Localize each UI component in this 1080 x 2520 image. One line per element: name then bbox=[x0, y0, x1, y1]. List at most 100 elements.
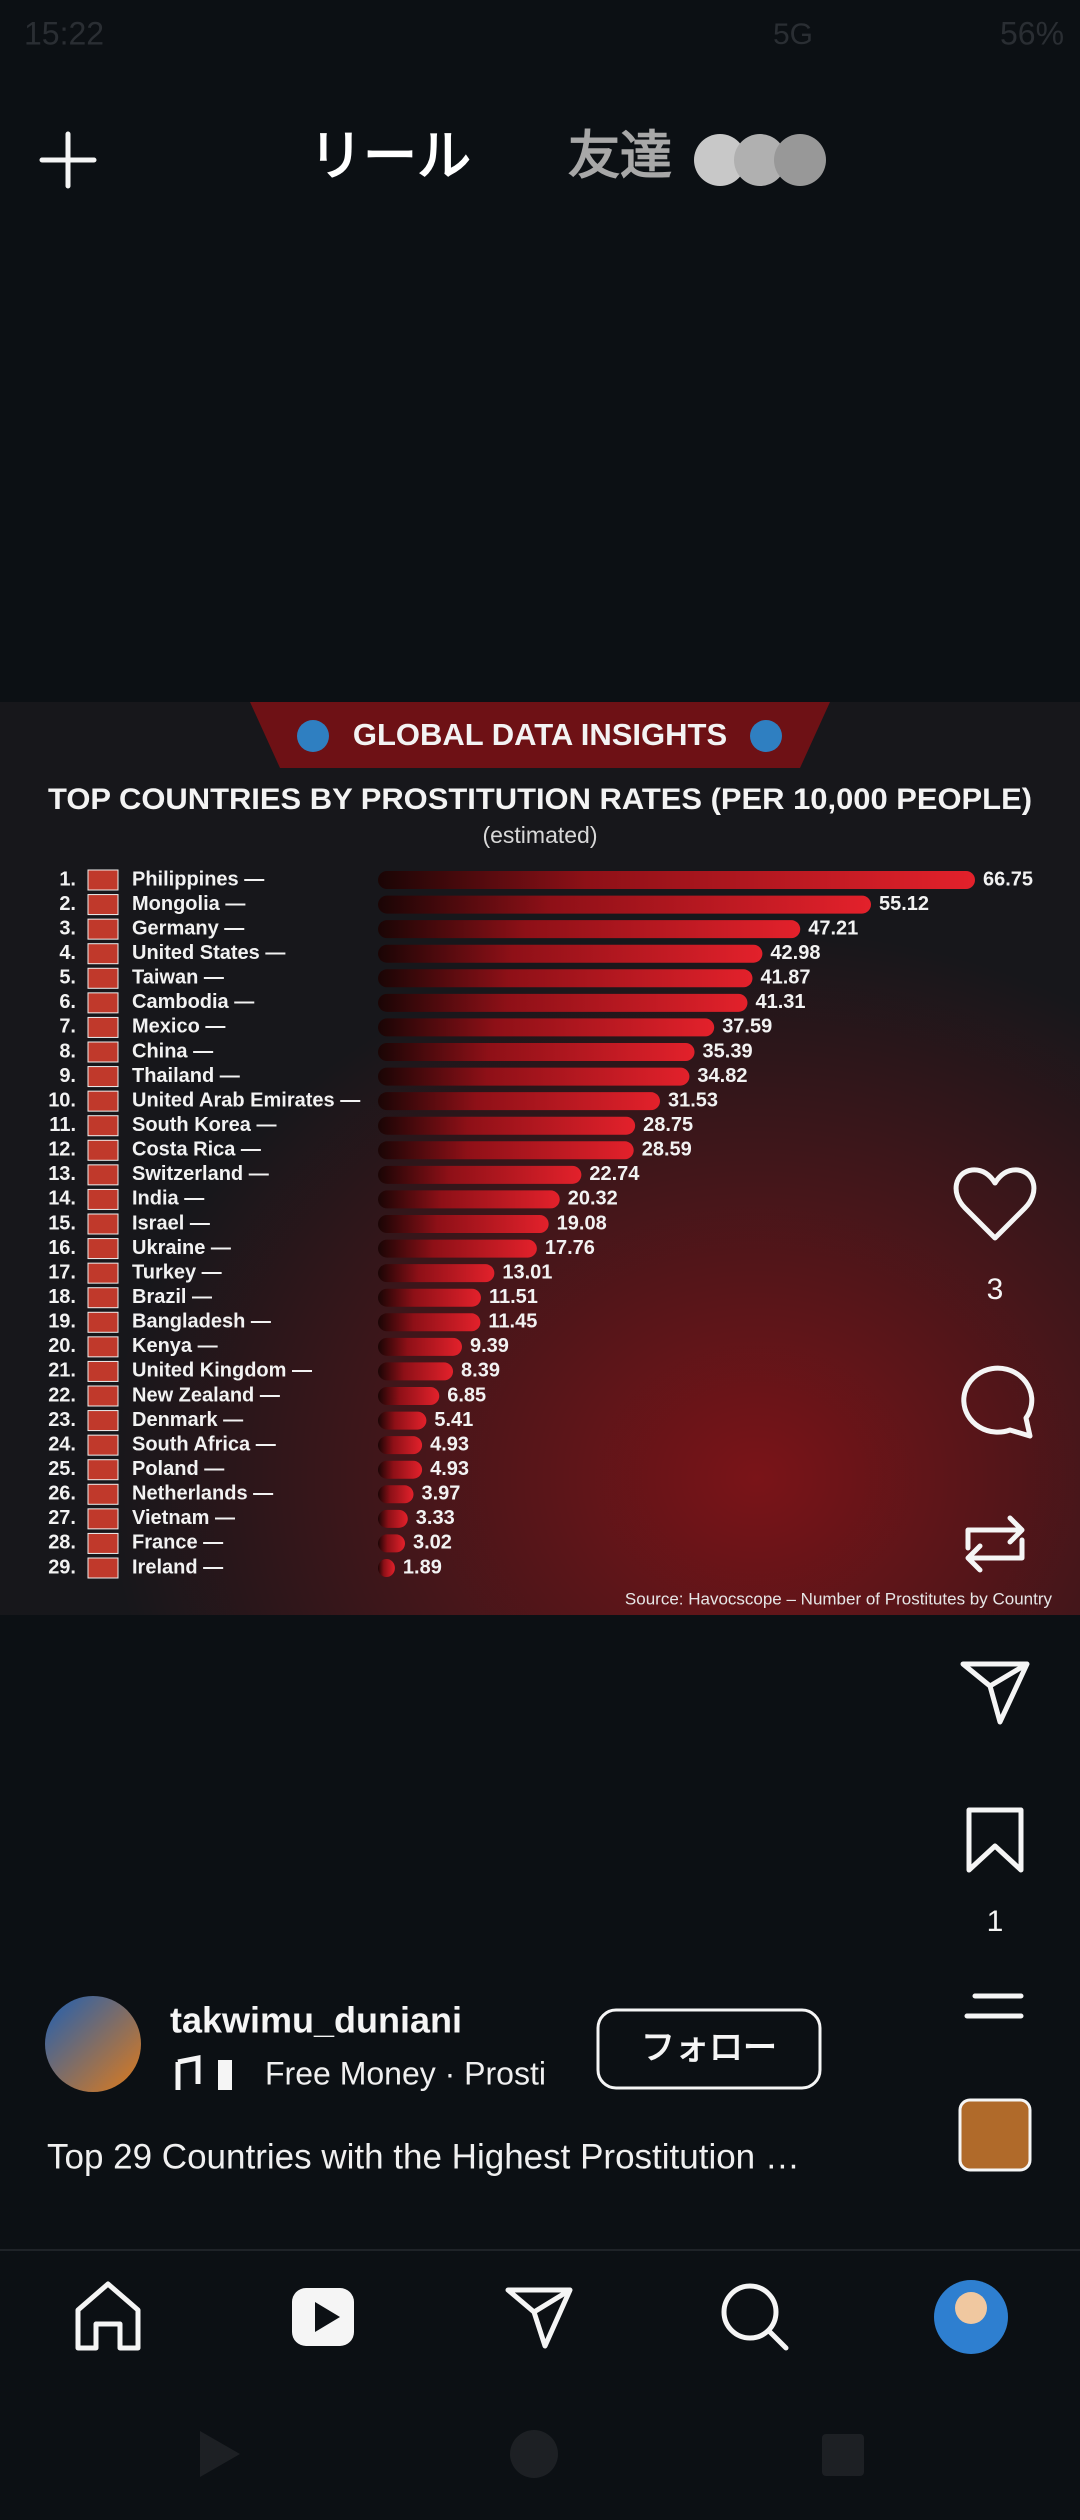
user-avatar[interactable] bbox=[45, 1996, 141, 2092]
bar bbox=[378, 1337, 462, 1356]
android-recents[interactable] bbox=[822, 2434, 864, 2476]
username[interactable]: takwimu_duniani bbox=[170, 2000, 462, 2041]
flag bbox=[87, 918, 119, 940]
flag bbox=[87, 894, 119, 916]
flag bbox=[87, 1262, 119, 1284]
rank: 24. bbox=[48, 1433, 76, 1455]
value-label: 41.87 bbox=[760, 967, 810, 989]
flag bbox=[87, 1385, 119, 1407]
bar bbox=[378, 1239, 537, 1258]
friend-avatars bbox=[694, 134, 826, 186]
value-label: 13.01 bbox=[502, 1261, 552, 1283]
flag bbox=[87, 869, 119, 891]
bar bbox=[378, 1215, 549, 1233]
country: Taiwan — bbox=[132, 967, 224, 989]
bar bbox=[378, 1092, 660, 1111]
share-button[interactable] bbox=[960, 1661, 1030, 1725]
rank: 6. bbox=[59, 991, 76, 1013]
repost-button[interactable] bbox=[965, 1515, 1025, 1573]
globe-icon bbox=[750, 720, 782, 752]
like-button[interactable] bbox=[953, 1167, 1037, 1241]
country: Israel — bbox=[132, 1212, 210, 1234]
rank: 23. bbox=[48, 1409, 76, 1431]
create-button[interactable] bbox=[39, 131, 97, 189]
rank: 20. bbox=[48, 1335, 76, 1357]
comment-button[interactable] bbox=[961, 1365, 1035, 1439]
country: Bangladesh — bbox=[132, 1311, 271, 1333]
rank: 9. bbox=[59, 1065, 76, 1087]
tab-friends[interactable]: 友達 bbox=[568, 128, 672, 186]
follow-button[interactable] bbox=[596, 2008, 822, 2090]
android-back[interactable] bbox=[200, 2431, 240, 2477]
country: Germany — bbox=[132, 917, 244, 939]
bar bbox=[378, 1067, 690, 1086]
value-label: 11.45 bbox=[488, 1311, 537, 1333]
value-label: 20.32 bbox=[568, 1188, 618, 1210]
flag bbox=[87, 1483, 119, 1505]
bar bbox=[378, 1411, 427, 1430]
bookmark-icon bbox=[966, 1807, 1024, 1873]
chart-source: Source: Havocscope – Number of Prostitut… bbox=[625, 1589, 1053, 1608]
flag bbox=[87, 1459, 119, 1481]
flag bbox=[87, 1164, 119, 1186]
country: United Kingdom — bbox=[132, 1360, 312, 1382]
country: South Africa — bbox=[132, 1433, 276, 1455]
nav-home[interactable] bbox=[75, 2281, 141, 2351]
comment-icon bbox=[961, 1365, 1035, 1439]
tab-reels[interactable]: リール bbox=[309, 126, 471, 186]
value-label: 4.93 bbox=[430, 1458, 469, 1480]
more-button[interactable] bbox=[964, 1993, 1024, 2019]
flag bbox=[87, 1016, 119, 1038]
flag bbox=[87, 967, 119, 989]
send-icon bbox=[960, 1661, 1030, 1725]
bar bbox=[378, 1460, 423, 1479]
rank: 8. bbox=[59, 1040, 76, 1062]
flag bbox=[87, 1508, 119, 1530]
nav-search[interactable] bbox=[721, 2283, 789, 2351]
audio-thumbnail[interactable] bbox=[958, 2098, 1032, 2172]
rank: 7. bbox=[59, 1016, 76, 1038]
bar bbox=[378, 1288, 481, 1307]
rank: 3. bbox=[59, 917, 76, 939]
rank: 16. bbox=[48, 1237, 76, 1259]
flag bbox=[87, 1066, 119, 1088]
save-button[interactable] bbox=[966, 1807, 1024, 1873]
status-time: 15:22 bbox=[24, 15, 104, 51]
rank: 2. bbox=[59, 893, 76, 915]
rank: 11. bbox=[49, 1114, 76, 1136]
value-label: 3.97 bbox=[422, 1483, 461, 1505]
bar bbox=[378, 969, 753, 988]
rank: 22. bbox=[48, 1384, 76, 1406]
country: Denmark — bbox=[132, 1409, 243, 1431]
country: New Zealand — bbox=[132, 1384, 280, 1406]
nav-messages[interactable] bbox=[505, 2287, 573, 2349]
save-count: 1 bbox=[987, 1905, 1004, 1938]
country: Netherlands — bbox=[132, 1483, 273, 1505]
bar bbox=[378, 895, 871, 914]
country: Mongolia — bbox=[132, 893, 245, 915]
search-icon bbox=[721, 2283, 779, 2341]
value-label: 28.75 bbox=[643, 1114, 693, 1136]
music-title[interactable]: Free Money · Prosti bbox=[265, 2055, 546, 2091]
flag bbox=[87, 992, 119, 1014]
value-label: 34.82 bbox=[697, 1065, 747, 1087]
country: Turkey — bbox=[132, 1261, 222, 1283]
android-home[interactable] bbox=[510, 2430, 558, 2478]
repost-icon bbox=[965, 1515, 1025, 1573]
bar bbox=[378, 1559, 395, 1577]
caption[interactable]: Top 29 Countries with the Highest Prosti… bbox=[47, 2137, 800, 2176]
flag bbox=[87, 1311, 119, 1333]
heart-icon bbox=[953, 1167, 1037, 1241]
flag bbox=[87, 1360, 119, 1382]
value-label: 41.31 bbox=[755, 991, 805, 1013]
bar bbox=[378, 1141, 634, 1160]
value-label: 66.75 bbox=[983, 868, 1033, 890]
bar bbox=[378, 1313, 481, 1332]
value-label: 47.21 bbox=[808, 917, 858, 939]
rank: 29. bbox=[48, 1556, 76, 1578]
country: South Korea — bbox=[132, 1114, 276, 1136]
rank: 17. bbox=[48, 1261, 76, 1283]
value-label: 22.74 bbox=[589, 1163, 640, 1185]
music-bars-icon bbox=[218, 2060, 232, 2090]
